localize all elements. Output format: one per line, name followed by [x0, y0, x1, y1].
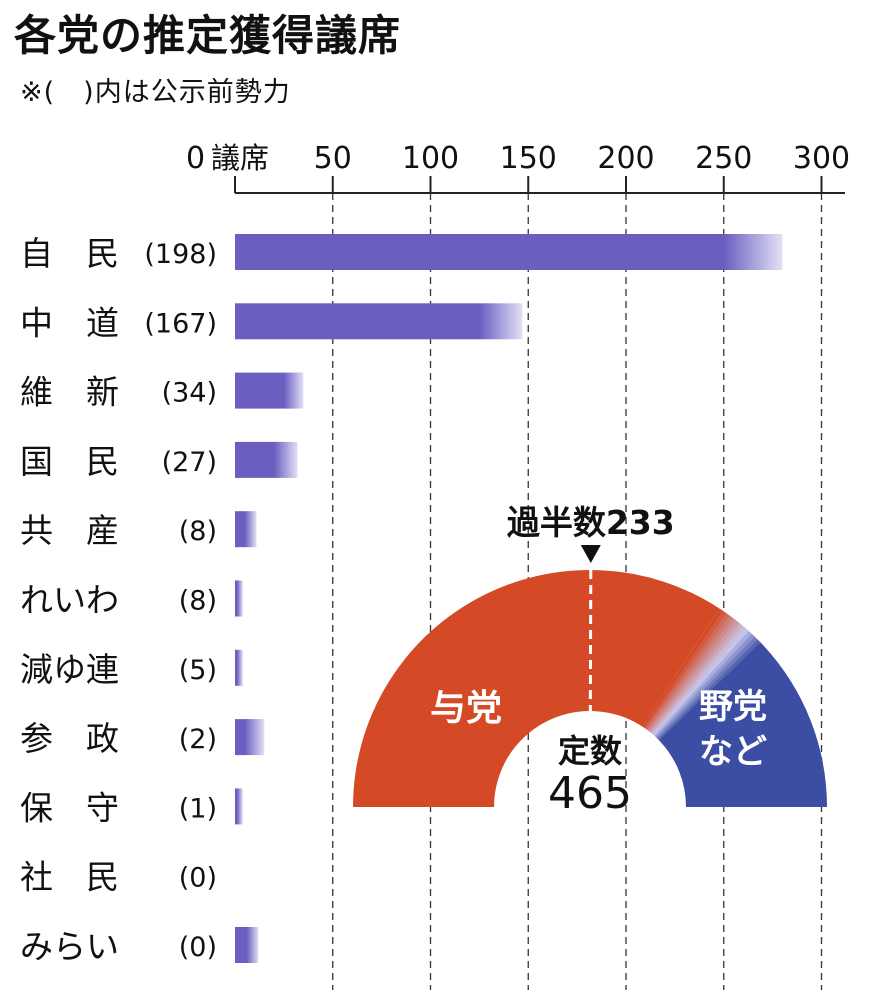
x-tick-label-50: 50 — [314, 141, 352, 176]
uncertain-band — [659, 642, 764, 742]
uncertain-band — [646, 615, 734, 731]
pre-election-seats: (0) — [179, 863, 217, 894]
category-label: 国 民 — [20, 442, 119, 481]
category-label: れいわ — [20, 581, 119, 620]
category-labels: 自 民 (198) 中 道 (167) 維 新 (34) 国 民 (27) 共 産 (8) れいわ (… — [20, 234, 217, 966]
majority-marker-icon — [580, 545, 601, 563]
category-label: 減ゆ連 — [20, 650, 119, 689]
majority-label: 過半数233 — [507, 503, 675, 542]
pre-election-seats: (5) — [179, 655, 217, 686]
uncertain-band — [653, 628, 750, 736]
page-title: 各党の推定獲得議席 — [14, 11, 402, 60]
category-label: 参 政 — [20, 719, 119, 758]
pre-election-seats: (167) — [144, 308, 217, 339]
x-tick-label-0: 0 — [186, 141, 205, 176]
bars — [235, 234, 783, 963]
x-axis-unit: 議席 — [211, 141, 269, 175]
uncertain-band — [650, 622, 744, 734]
uncertain-band — [643, 610, 727, 729]
x-tick-label-250: 250 — [695, 141, 752, 176]
bar-0 — [235, 234, 783, 270]
bar-3 — [235, 441, 298, 478]
uncertain-band — [647, 617, 737, 732]
uncertain-band — [642, 608, 724, 728]
uncertain-band — [654, 631, 753, 738]
category-label: 保 守 — [20, 788, 119, 827]
pre-election-seats: (2) — [179, 724, 217, 755]
bar-2 — [235, 372, 304, 409]
uncertain-band — [656, 636, 759, 740]
category-label: 社 民 — [20, 858, 119, 897]
pre-election-seats: (198) — [144, 239, 217, 270]
bar-10 — [235, 927, 259, 963]
uncertain-band — [655, 633, 756, 739]
uncertain-band — [657, 639, 762, 741]
ruling-segment — [353, 569, 720, 807]
uncertain-band — [645, 613, 731, 730]
pre-election-seats: (34) — [162, 378, 217, 409]
x-tick-label-100: 100 — [402, 141, 459, 176]
bar-1 — [235, 303, 523, 340]
x-tick-label-300: 300 — [793, 141, 850, 176]
uncertain-band — [651, 625, 747, 735]
ruling-label: 与党 — [430, 688, 502, 729]
bar-8 — [235, 788, 243, 825]
category-label: 維 新 — [20, 373, 119, 412]
bar-5 — [235, 580, 243, 617]
pre-election-seats: (8) — [179, 586, 217, 617]
x-tick-label-200: 200 — [597, 141, 654, 176]
category-label: 共 産 — [20, 511, 119, 550]
pre-election-seats: (1) — [179, 793, 217, 824]
x-tick-label-150: 150 — [500, 141, 557, 176]
chart-note: ※( )内は公示前勢力 — [20, 77, 291, 108]
bar-7 — [235, 719, 265, 756]
pre-election-seats: (0) — [179, 932, 217, 963]
opposition-label-line2: など — [699, 732, 767, 772]
total-label: 定数 — [558, 732, 623, 770]
total-value: 465 — [548, 768, 632, 819]
category-label: 自 民 — [20, 234, 119, 273]
pre-election-seats: (27) — [162, 447, 217, 478]
category-label: みらい — [20, 927, 119, 966]
uncertain-band — [649, 620, 740, 733]
bar-6 — [235, 649, 243, 686]
pre-election-seats: (8) — [179, 516, 217, 547]
bar-4 — [235, 511, 257, 548]
category-label: 中 道 — [20, 303, 119, 342]
opposition-label-line1: 野党 — [699, 687, 767, 727]
opposition-segment — [660, 645, 827, 807]
